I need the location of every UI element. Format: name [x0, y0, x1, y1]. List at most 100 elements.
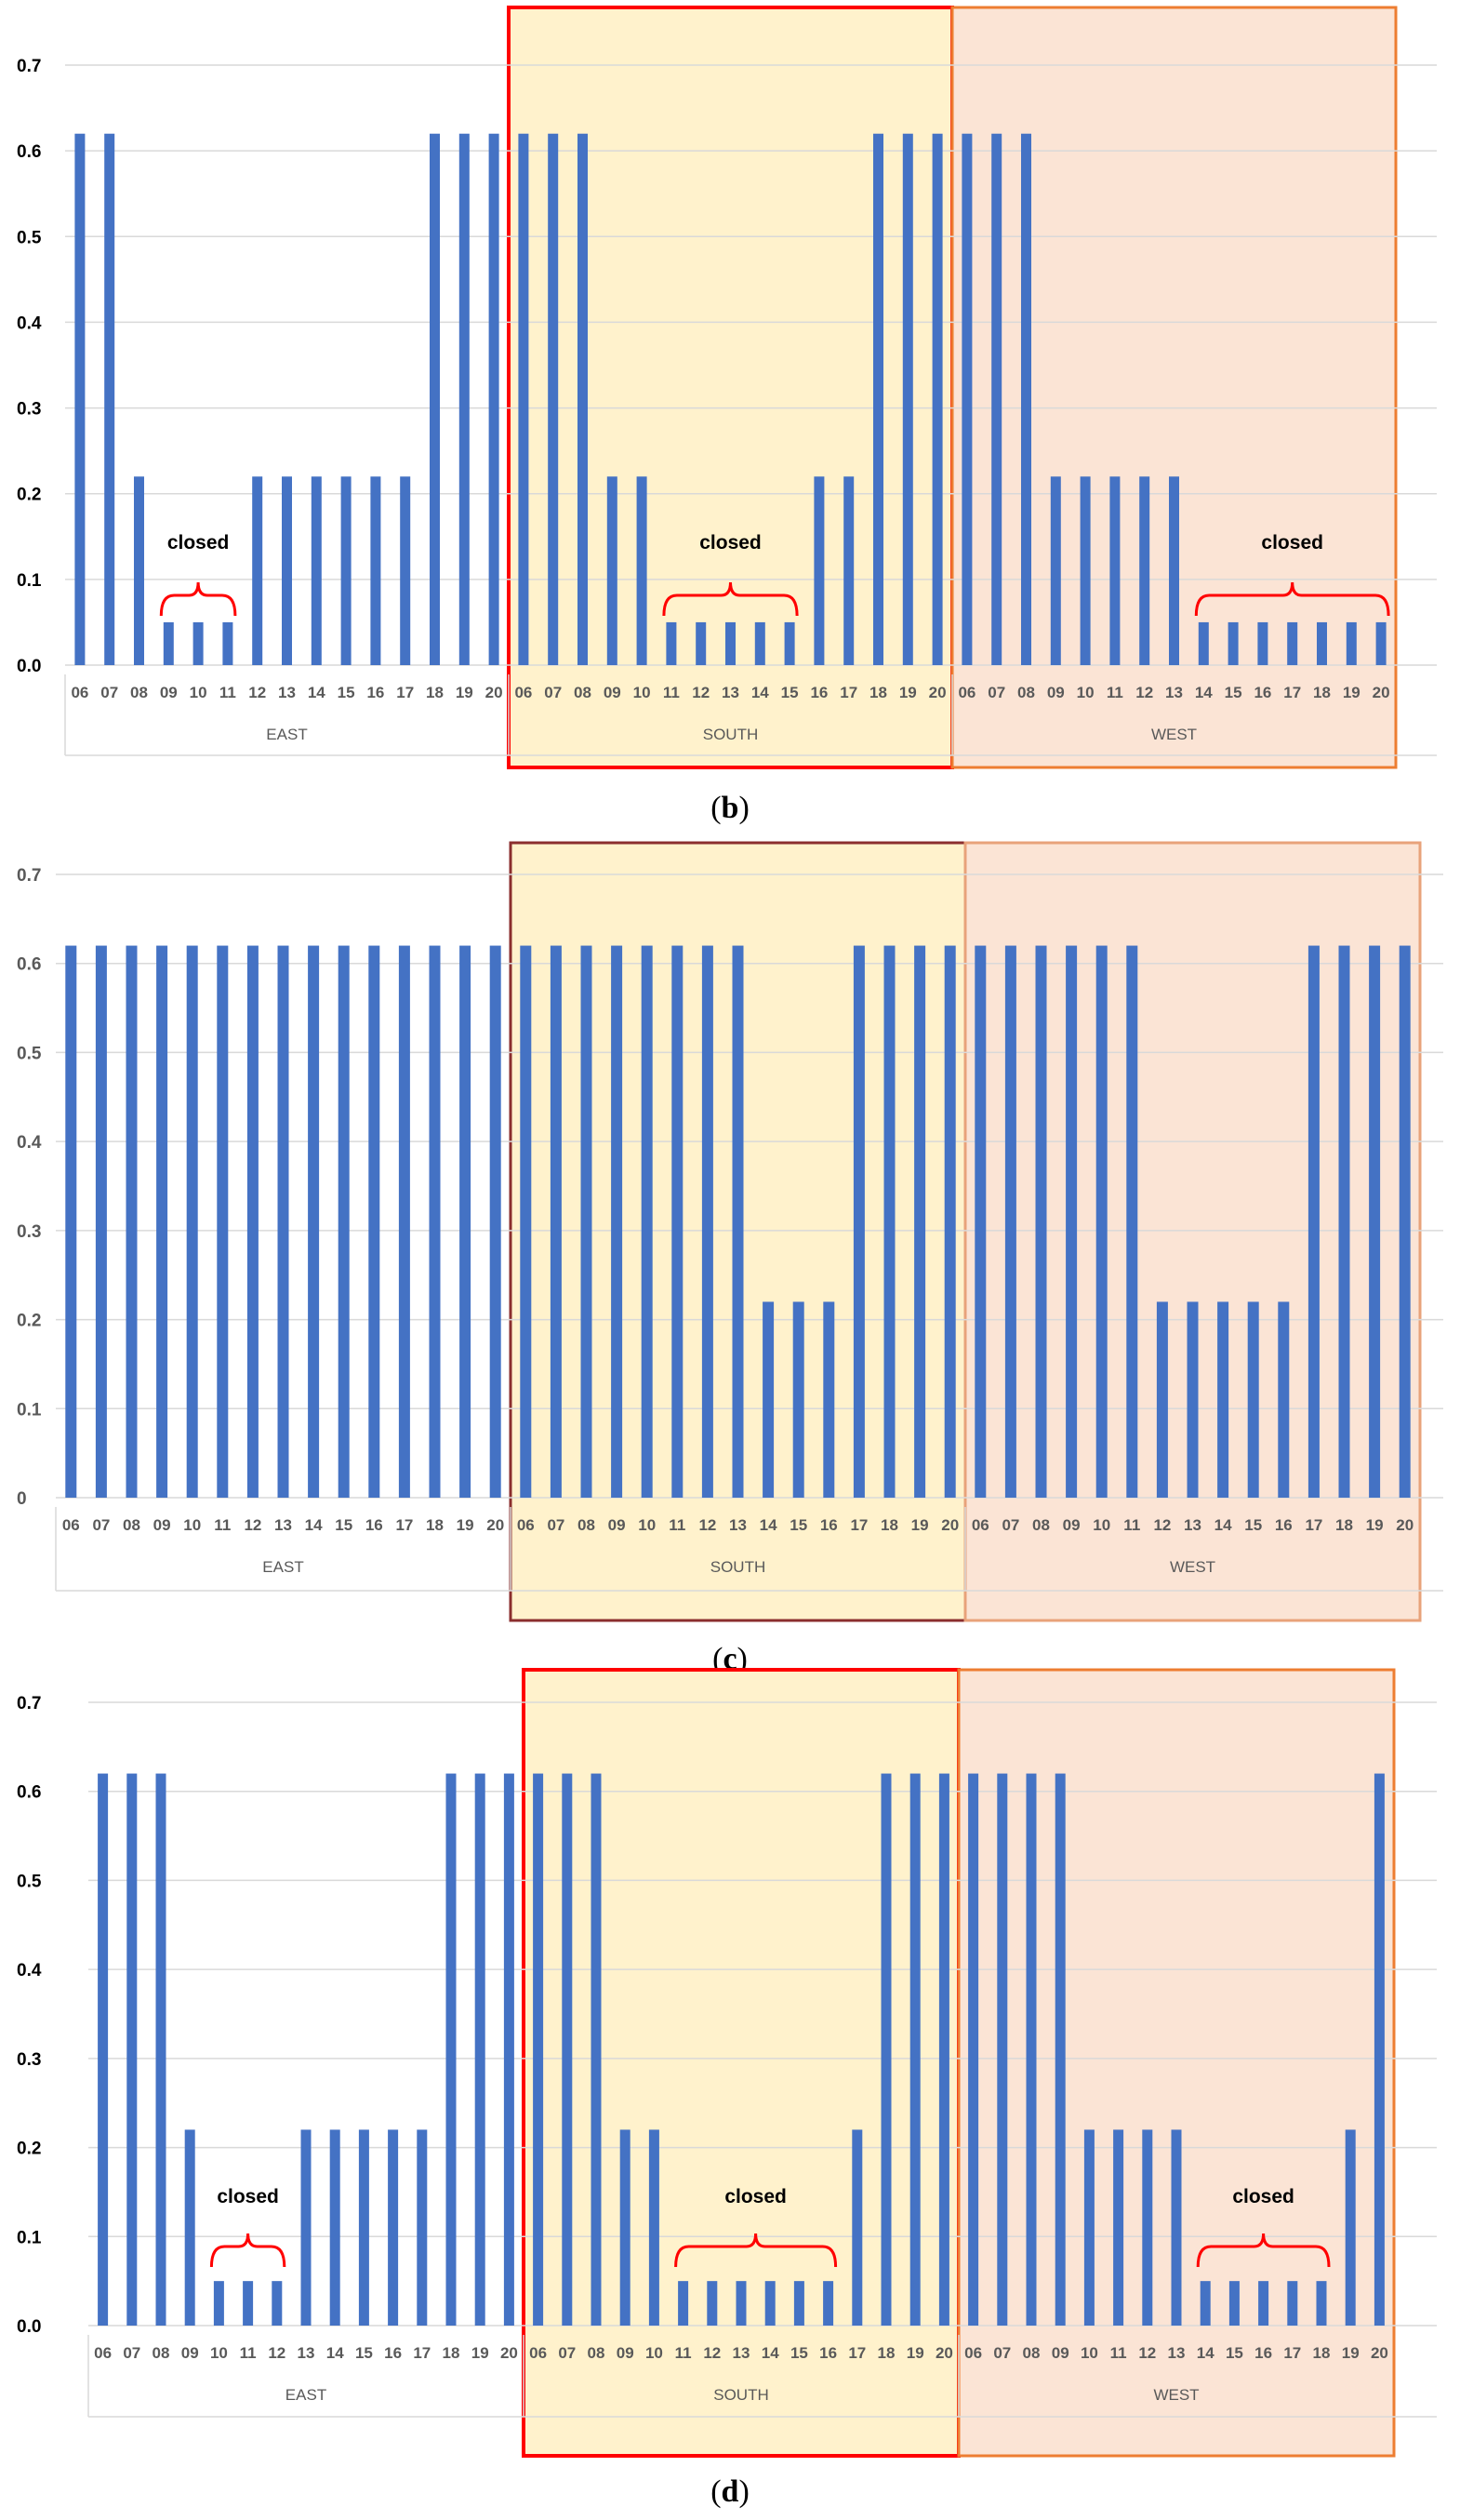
x-tick-label: 14 — [1195, 684, 1213, 701]
x-tick-label: 11 — [1123, 1516, 1140, 1534]
bar-west-13 — [1187, 1301, 1199, 1498]
bar-west-11 — [1109, 476, 1121, 665]
closed-annotation: closed — [699, 532, 762, 553]
y-tick-label: 0.6 — [17, 955, 41, 975]
bar-west-14 — [1217, 1301, 1229, 1498]
bar-south-14 — [764, 2281, 776, 2326]
x-tick-label: 11 — [675, 2344, 692, 2362]
y-tick-label: 0.5 — [17, 1044, 42, 1063]
bar-west-10 — [1095, 945, 1108, 1498]
group-label-south: SOUTH — [710, 1558, 766, 1576]
chart-d: 0.0 0.1 0.2 0.3 0.4 0.5 0.6 0.7 06 07 08 09 10 11 12 13… — [17, 1668, 1437, 2458]
x-tick-label: 12 — [1138, 2344, 1156, 2362]
x-tick-label: 17 — [1283, 2344, 1301, 2362]
y-tick-label: 0.4 — [17, 313, 42, 333]
x-tick-label: 18 — [426, 684, 444, 701]
bar-east-18 — [430, 133, 440, 665]
x-tick-label: 10 — [210, 2344, 228, 2362]
bar-west-18 — [1316, 2281, 1327, 2326]
panel-label-c: (c) — [712, 1642, 748, 1676]
x-tick-label: 14 — [1214, 1516, 1232, 1534]
y-tick-label: 0.6 — [17, 142, 41, 162]
bar-west-17 — [1287, 621, 1298, 665]
chart-c: 0 0.1 0.2 0.3 0.4 0.5 0.6 0.7 06 07 08 09 10 11 12 13 14… — [17, 841, 1443, 1622]
x-tick-label: 10 — [1081, 2344, 1098, 2362]
x-tick-label: 20 — [500, 2344, 518, 2362]
closed-bracket — [1194, 581, 1390, 617]
x-tick-label: 15 — [1226, 2344, 1243, 2362]
x-tick-label: 13 — [274, 1516, 292, 1534]
x-tick-label: 15 — [790, 2344, 808, 2362]
x-tick-label: 15 — [335, 1516, 352, 1534]
x-tick-label: 12 — [698, 1516, 716, 1534]
x-tick-label: 18 — [1313, 684, 1331, 701]
bar-east-17 — [398, 945, 410, 1498]
x-tick-label: 15 — [355, 2344, 373, 2362]
bar-west-12 — [1156, 1301, 1168, 1498]
x-tick-label: 08 — [574, 684, 591, 701]
x-tick-label: 07 — [92, 1516, 110, 1534]
x-tick-label: 06 — [529, 2344, 547, 2362]
y-tick-label: 0.7 — [17, 57, 41, 76]
bar-east-15 — [358, 2129, 369, 2326]
x-tick-label: 10 — [1077, 684, 1095, 701]
bar-south-19 — [909, 1773, 921, 2326]
group-label-west: WEST — [1153, 2386, 1199, 2404]
bar-east-06 — [65, 945, 77, 1498]
bar-west-08 — [1026, 1773, 1037, 2326]
group-label-east: EAST — [266, 726, 307, 743]
y-tick-label: 0.7 — [17, 1694, 41, 1713]
y-tick-label: 0 — [17, 1489, 27, 1509]
bar-south-07 — [548, 133, 559, 665]
y-tick-label: 0.4 — [17, 1961, 42, 1980]
bar-south-07 — [550, 945, 562, 1498]
bar-east-19 — [458, 133, 470, 665]
bar-east-14 — [329, 2129, 340, 2326]
x-tick-label: 10 — [645, 2344, 663, 2362]
bar-east-11 — [217, 945, 229, 1498]
bar-south-18 — [881, 1773, 892, 2326]
x-tick-label: 15 — [1225, 684, 1242, 701]
x-tick-label: 13 — [278, 684, 296, 701]
y-tick-label: 0.2 — [17, 486, 41, 505]
bar-south-14 — [763, 1301, 775, 1498]
bar-west-11 — [1113, 2129, 1124, 2326]
chart-b: 0.0 0.1 0.2 0.3 0.4 0.5 0.6 0.7 06 07 08 09 10 11 12 13… — [17, 6, 1437, 769]
y-tick-label: 0.2 — [17, 2140, 41, 2159]
bar-south-11 — [678, 2281, 689, 2326]
x-tick-label: 13 — [298, 2344, 315, 2362]
x-tick-label: 19 — [907, 2344, 924, 2362]
closed-annotation: closed — [167, 532, 230, 553]
bar-west-09 — [1050, 476, 1061, 665]
bar-south-13 — [725, 621, 736, 665]
x-tick-label: 18 — [881, 1516, 898, 1534]
bar-west-14 — [1198, 621, 1209, 665]
bar-west-15 — [1247, 1301, 1259, 1498]
x-tick-label: 19 — [471, 2344, 489, 2362]
x-tick-label: 09 — [181, 2344, 199, 2362]
x-tick-label: 06 — [972, 1516, 989, 1534]
y-tick-label: 0.1 — [17, 2228, 42, 2247]
x-tick-label: 20 — [941, 1516, 959, 1534]
x-tick-label: 20 — [929, 684, 947, 701]
bar-east-12 — [272, 2281, 283, 2326]
x-tick-label: 13 — [729, 1516, 747, 1534]
bar-east-18 — [445, 1773, 457, 2326]
x-tick-label: 09 — [160, 684, 178, 701]
x-tick-label: 18 — [426, 1516, 444, 1534]
bar-east-16 — [368, 945, 380, 1498]
bar-west-12 — [1142, 2129, 1153, 2326]
x-tick-label: 17 — [1305, 1516, 1322, 1534]
bar-east-12 — [246, 945, 259, 1498]
x-tick-label: 12 — [1135, 684, 1153, 701]
bar-east-14 — [308, 945, 320, 1498]
west-group-box — [963, 841, 1422, 1622]
x-tick-label: 06 — [517, 1516, 535, 1534]
closed-annotation: closed — [724, 2186, 787, 2207]
x-tick-label: 08 — [1032, 1516, 1050, 1534]
bar-south-18 — [873, 133, 883, 665]
x-tick-label: 08 — [577, 1516, 595, 1534]
x-tick-label: 13 — [733, 2344, 750, 2362]
bar-south-11 — [666, 621, 677, 665]
x-tick-label: 11 — [1110, 2344, 1127, 2362]
